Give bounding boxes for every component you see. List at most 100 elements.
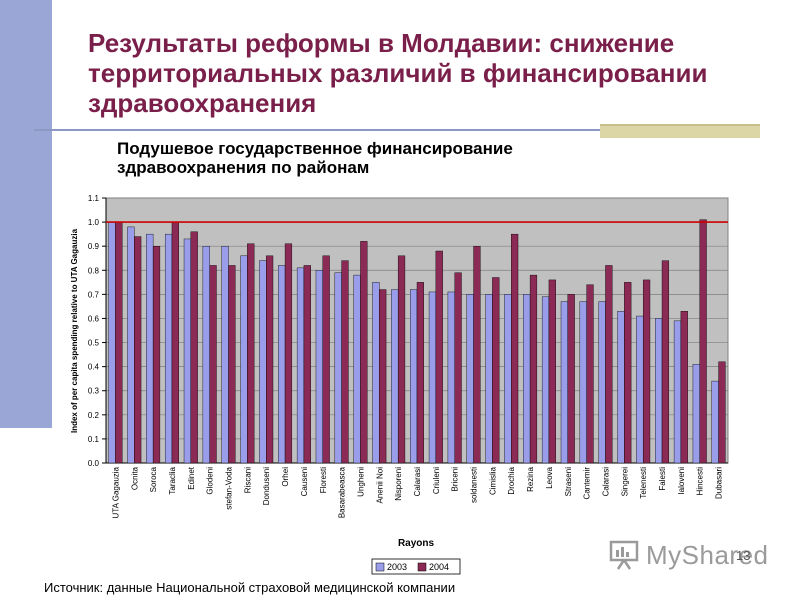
bar-2003: [372, 282, 380, 464]
bar-2003: [296, 267, 305, 464]
x-tick-label: Hincesti: [696, 467, 705, 496]
x-tick-label: UTA Gagauzia: [111, 466, 120, 518]
bar-2004: [680, 311, 688, 464]
bar-2003: [410, 289, 418, 464]
x-tick-label: Causeni: [300, 467, 309, 497]
bar-2004: [171, 221, 179, 464]
bar-2004: [247, 243, 255, 464]
x-tick-label: Ialoveni: [677, 467, 686, 495]
bar-2003: [259, 260, 267, 464]
bar-2003: [202, 245, 210, 464]
bar-2004: [605, 265, 613, 464]
y-tick-label: 0.2: [88, 411, 100, 420]
x-tick-label: Basarabeasca: [338, 466, 347, 518]
y-tick-label: 0.1: [88, 435, 100, 444]
bar-2004: [134, 236, 142, 464]
title-divider: [34, 129, 602, 131]
bar-2004: [586, 284, 594, 464]
presentation-icon: [609, 540, 639, 570]
x-tick-label: Dubasari: [715, 467, 724, 499]
x-tick-label: Orhei: [281, 467, 290, 487]
source-note: Источник: данные Национальной страховой …: [44, 580, 456, 595]
x-tick-label: soldanesti: [470, 467, 479, 503]
bar-2004: [303, 265, 311, 464]
x-tick-label: Donduseni: [262, 467, 271, 505]
x-tick-label: Drochia: [507, 466, 516, 494]
bar-2003: [183, 238, 192, 464]
legend-swatch-2003: [375, 562, 385, 572]
x-tick-label: Anenii Noi: [375, 467, 384, 504]
x-tick-label: Edinet: [187, 466, 196, 489]
bar-2003: [221, 245, 229, 464]
bar-2004: [661, 260, 670, 464]
x-tick-label: Criuleni: [432, 467, 441, 494]
bar-2004: [266, 255, 274, 464]
x-tick-label: Floresti: [319, 467, 328, 493]
bar-2004: [397, 255, 406, 464]
y-tick-label: 1.0: [88, 218, 100, 227]
chart-subtitle-line-1: Подушевое государственное финансирование: [117, 139, 513, 158]
bar-2003: [485, 294, 493, 464]
y-tick-label: 1.1: [88, 194, 100, 203]
bar-2003: [466, 294, 474, 464]
y-tick-label: 0.8: [88, 266, 100, 275]
bar-2004: [416, 282, 424, 464]
legend-label-2004: 2004: [429, 562, 449, 572]
watermark-text: MyShared: [646, 540, 769, 570]
x-tick-label: Falesti: [658, 467, 667, 491]
bar-2003: [579, 301, 587, 464]
bar-2004: [567, 294, 575, 464]
x-tick-label: Cimislia: [488, 466, 497, 495]
x-tick-label: Straseni: [564, 467, 573, 497]
y-tick-label: 0.5: [88, 339, 100, 348]
bar-2003: [146, 233, 154, 464]
chart-subtitle: Подушевое государственное финансирование…: [117, 139, 637, 177]
bar-2003: [278, 265, 286, 464]
bar-2004: [228, 265, 236, 464]
y-tick-label: 0.3: [88, 387, 100, 396]
bar-2003: [673, 320, 682, 464]
bar-2004: [190, 231, 198, 464]
watermark: MyShared 13: [608, 538, 768, 574]
bar-2003: [636, 315, 644, 464]
decorative-left-bar: [0, 0, 52, 428]
bar-2003: [447, 291, 455, 464]
bar-2004: [115, 221, 123, 464]
bar-2003: [541, 296, 550, 464]
x-tick-label: Ungheni: [356, 467, 365, 497]
page-number: 13: [736, 548, 751, 563]
x-tick-label: Nisporeni: [394, 467, 403, 501]
bar-2003: [108, 221, 116, 464]
legend-box: [371, 558, 461, 575]
bar-2003: [334, 272, 342, 464]
bar-2004: [209, 265, 217, 464]
x-tick-label: Riscani: [243, 467, 252, 493]
bar-2004: [492, 277, 500, 464]
y-tick-label: 0.9: [88, 242, 100, 251]
y-tick-label: 0.4: [88, 363, 100, 372]
bar-2004: [435, 250, 443, 464]
x-axis-title: Rayons: [398, 538, 435, 549]
bar-2004: [322, 255, 330, 464]
bar-2003: [560, 301, 568, 464]
x-tick-label: Telenesti: [639, 467, 648, 499]
y-tick-label: 0.0: [88, 459, 100, 468]
x-tick-label: Leova: [545, 466, 554, 488]
bar-2004: [548, 279, 556, 464]
bar-2004: [454, 272, 462, 464]
bar-2003: [391, 289, 399, 464]
bar-2003: [523, 294, 531, 464]
x-tick-label: Ocnita: [130, 466, 139, 490]
bar-2003: [655, 318, 663, 464]
bar-2004: [529, 274, 538, 464]
x-tick-label: Rezina: [526, 466, 535, 491]
x-tick-label: Singerei: [620, 467, 629, 497]
x-tick-label: Glodeni: [206, 467, 215, 495]
bar-2004: [284, 243, 293, 464]
bar-2004: [642, 279, 651, 464]
x-tick-label: Calarasi: [413, 467, 422, 497]
x-tick-label: Calarasi: [601, 467, 610, 497]
bar-2004: [624, 282, 632, 464]
bar-2004: [379, 289, 387, 464]
